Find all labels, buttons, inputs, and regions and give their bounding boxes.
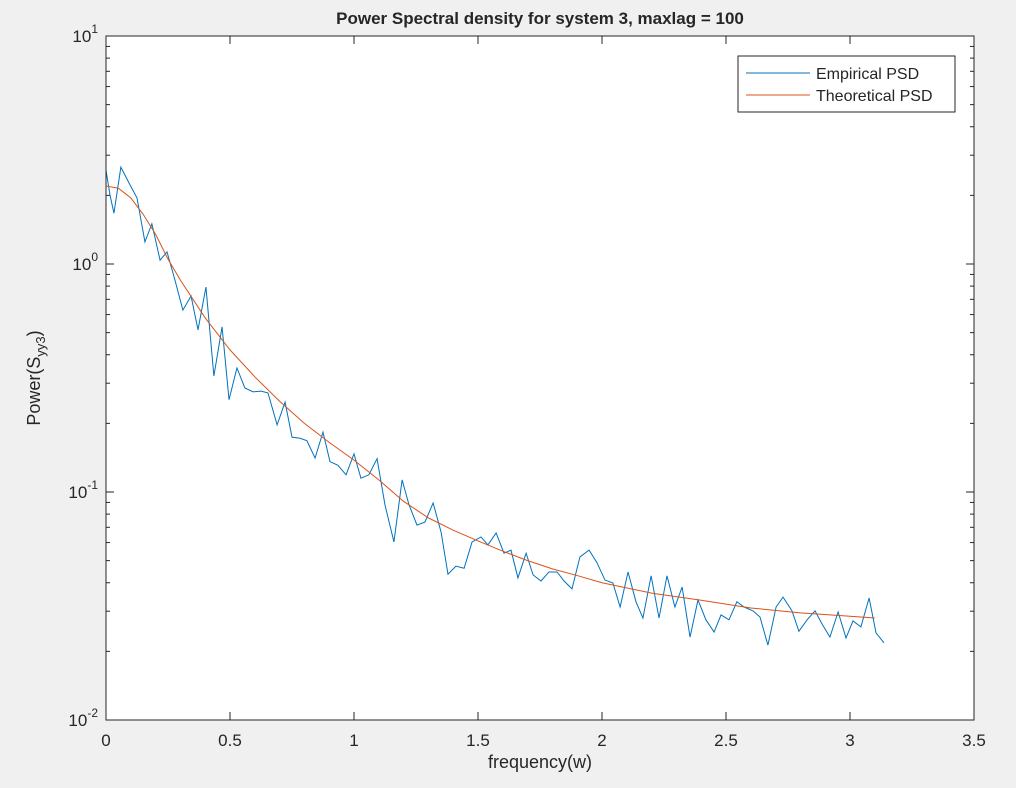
legend-label: Empirical PSD: [816, 66, 919, 83]
x-axis-label: frequency(w): [488, 752, 592, 772]
x-tick-label: 2: [597, 731, 606, 750]
y-label-sub: yy3: [33, 336, 48, 356]
x-tick-label: 1: [349, 731, 358, 750]
series-line: [105, 185, 875, 619]
marks: [105, 165, 885, 646]
y-tick-base: 10: [72, 27, 91, 46]
x-tick-label: 2.5: [714, 731, 738, 750]
chart-title: Power Spectral density for system 3, max…: [336, 9, 744, 28]
series-line: [105, 165, 885, 646]
plot-frame: [105, 35, 975, 721]
legend-box: [737, 55, 956, 113]
x-tick-label: 3.5: [962, 731, 986, 750]
x-tick-label: 1.5: [466, 731, 490, 750]
y-tick-label: 10-2: [68, 706, 98, 730]
x-tick-label: 0.5: [218, 731, 242, 750]
y-axis-label: Power(Syy3): [24, 330, 48, 425]
y-tick-base: 10: [68, 711, 87, 730]
y-tick-base: 10: [68, 483, 87, 502]
y-label-after: ): [24, 330, 44, 336]
y-tick-base: 10: [72, 255, 91, 274]
x-tick-label: 0: [101, 731, 110, 750]
y-tick-exponent: -1: [87, 478, 98, 492]
y-tick-label: 101: [72, 22, 98, 46]
y-tick-exponent: 1: [91, 22, 98, 36]
y-tick-exponent: 0: [91, 250, 98, 264]
y-tick-label: 100: [72, 250, 98, 274]
y-tick-label: 10-1: [68, 478, 98, 502]
y-label-text: Power(S: [24, 357, 44, 426]
plot-area: [106, 36, 974, 720]
y-tick-exponent: -2: [87, 706, 98, 720]
x-tick-label: 3: [845, 731, 854, 750]
legend-label: Theoretical PSD: [816, 88, 933, 105]
